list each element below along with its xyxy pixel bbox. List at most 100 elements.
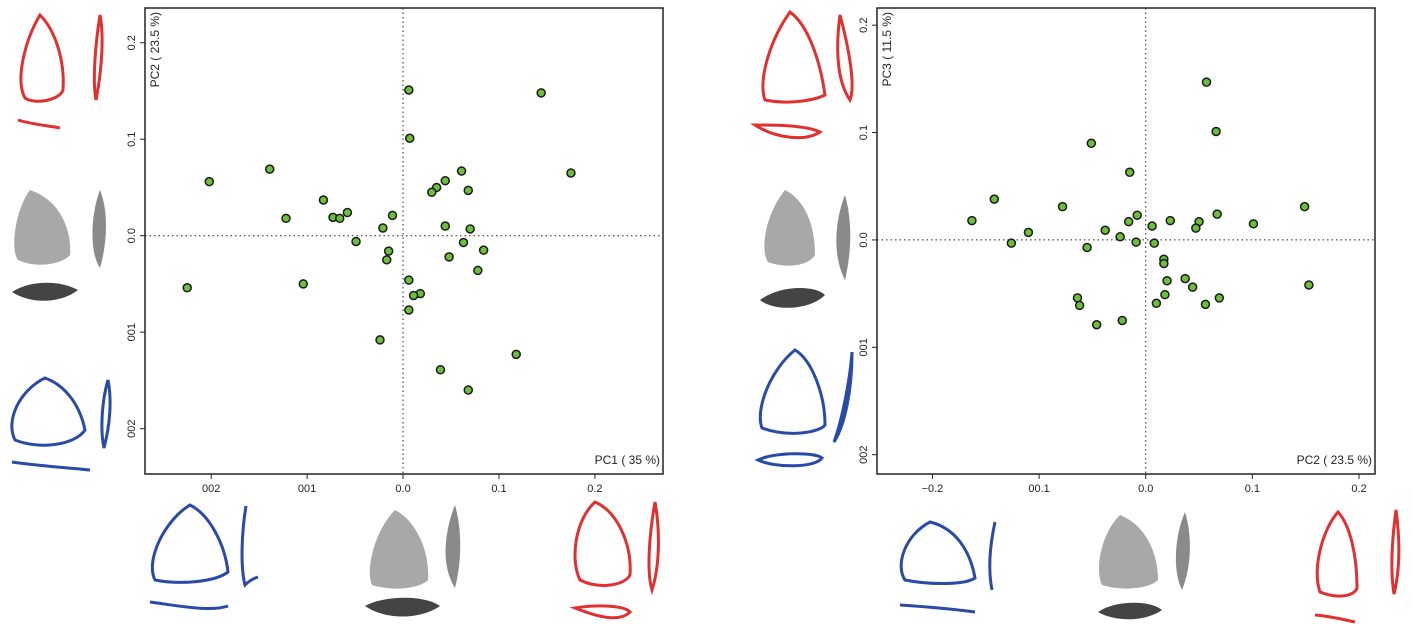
point xyxy=(404,275,414,285)
outline xyxy=(569,604,633,620)
y-tick-label: 002 xyxy=(126,419,138,437)
x-tick-label: 0.2 xyxy=(1351,483,1366,495)
point xyxy=(1082,242,1092,253)
point xyxy=(463,385,474,395)
point xyxy=(1212,209,1222,219)
x-tick-label: 0.1 xyxy=(1245,483,1260,495)
point xyxy=(351,236,361,247)
outline xyxy=(1390,509,1401,595)
point xyxy=(435,365,446,375)
point xyxy=(1072,293,1083,303)
point xyxy=(1057,201,1068,212)
point xyxy=(1123,216,1134,227)
outline xyxy=(899,520,977,586)
point xyxy=(1131,237,1141,247)
artifact xyxy=(1098,602,1162,620)
point xyxy=(1149,238,1160,248)
outline xyxy=(836,14,854,104)
outline xyxy=(749,123,824,140)
outline xyxy=(240,505,259,588)
point xyxy=(1191,223,1201,233)
x-tick-label: 001 xyxy=(298,483,316,495)
outline xyxy=(573,500,632,587)
point xyxy=(281,213,291,224)
outline xyxy=(988,521,997,591)
artifact xyxy=(365,597,440,617)
outline xyxy=(1314,613,1356,624)
scatter-plot: 002 001 0.0 0.1 0.2 002 001 0.0 0.1 0.2 PC1 ( 35 %… xyxy=(126,7,664,495)
point xyxy=(204,176,215,187)
outline xyxy=(149,600,229,611)
artifact xyxy=(14,190,71,265)
point xyxy=(1211,126,1221,137)
point xyxy=(1115,231,1125,242)
point xyxy=(989,194,1000,204)
point xyxy=(456,166,467,176)
point xyxy=(440,175,450,186)
point xyxy=(405,133,415,143)
point xyxy=(967,215,977,226)
outline xyxy=(100,379,112,449)
y-tick-label: 0.2 xyxy=(126,35,138,50)
outline xyxy=(754,452,825,468)
outline xyxy=(150,503,230,584)
point xyxy=(1214,293,1225,303)
point xyxy=(381,255,392,265)
point xyxy=(334,213,345,224)
point xyxy=(536,88,546,98)
artifact xyxy=(764,190,815,266)
y-tick-label: 0.0 xyxy=(858,232,870,247)
outline xyxy=(647,501,660,596)
x-axis-label: PC1 ( 35 %) xyxy=(595,453,660,467)
y-tick-label: 0.2 xyxy=(858,18,870,33)
point xyxy=(404,85,414,95)
point xyxy=(427,187,437,198)
point xyxy=(511,349,521,360)
artifact xyxy=(369,510,429,589)
artifact xyxy=(836,195,851,280)
point xyxy=(318,195,329,205)
point xyxy=(1086,138,1097,149)
point xyxy=(440,221,450,231)
outline xyxy=(758,348,827,435)
point xyxy=(473,265,483,276)
x-tick-label: 0.0 xyxy=(1138,483,1153,495)
plot-frame xyxy=(144,7,664,475)
x-tick-label: 0.0 xyxy=(395,483,410,495)
point xyxy=(465,224,475,234)
x-tick-label: 002 xyxy=(202,483,220,495)
point xyxy=(478,245,489,255)
y-tick-label: 002 xyxy=(858,445,870,463)
point xyxy=(1006,238,1017,248)
y-axis-label: PC2 ( 23.5 %) xyxy=(148,12,162,87)
point xyxy=(1023,227,1034,238)
shape-illustrations xyxy=(10,9,1401,624)
artifact xyxy=(445,505,461,588)
point xyxy=(463,185,474,196)
point xyxy=(1304,280,1314,290)
x-axis-label: PC2 ( 23.5 %) xyxy=(1297,453,1372,467)
point xyxy=(458,237,469,248)
artifact xyxy=(1175,512,1190,590)
outline xyxy=(761,9,827,104)
outline xyxy=(832,351,854,443)
outline xyxy=(1315,509,1359,598)
point xyxy=(378,223,388,233)
x-tick-label: 0.2 xyxy=(587,483,602,495)
y-tick-label: 001 xyxy=(126,323,138,341)
point xyxy=(1151,298,1162,309)
point xyxy=(1100,225,1110,236)
point xyxy=(387,210,398,221)
point xyxy=(182,283,192,293)
outline xyxy=(11,460,91,472)
artifact xyxy=(12,282,78,301)
point xyxy=(375,335,385,345)
outline xyxy=(10,376,87,447)
point xyxy=(1117,315,1128,326)
x-tick-label: 0.1 xyxy=(491,483,506,495)
outline xyxy=(19,12,65,103)
point xyxy=(444,252,454,262)
point xyxy=(408,290,419,301)
outline xyxy=(17,118,61,130)
point xyxy=(1165,215,1176,226)
